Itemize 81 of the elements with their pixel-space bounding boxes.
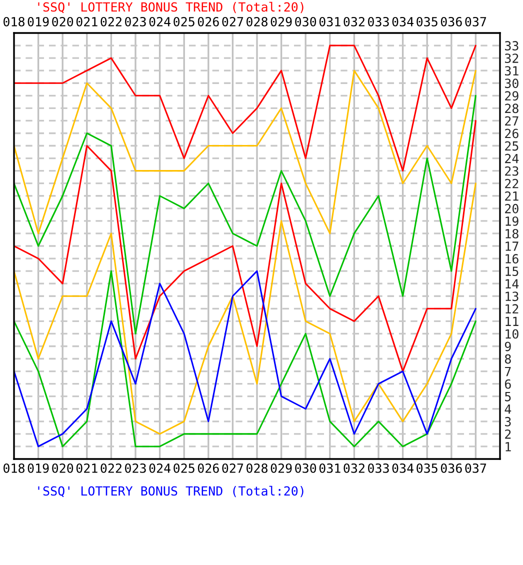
y-tick-label: 33 [505, 41, 518, 50]
y-tick-label: 29 [505, 91, 518, 101]
category-label: 019 [28, 16, 49, 26]
text: 'SSQ' LOTTERY BONUS TREND (Total:20) [38, 486, 304, 498]
y-tick-label: 12 [506, 304, 518, 314]
category-label: 026 [198, 16, 219, 26]
y-tick-label: 8 [504, 354, 511, 364]
y-tick-label: 10 [506, 329, 518, 339]
x-tick-label: 037 [465, 463, 486, 473]
y-tick-label: 20 [505, 204, 518, 214]
y-tick-label: 32 [505, 54, 518, 64]
x-tick-label: 034 [392, 463, 414, 473]
category-label: 025 [174, 16, 194, 26]
y-tick-label: 28 [505, 104, 518, 114]
x-tick-label: 031 [319, 463, 340, 473]
x-tick-label: 023 [125, 463, 146, 473]
x-tick-label: 018 [4, 463, 24, 473]
x-tick-label: 030 [295, 463, 316, 473]
y-tick-label: 26 [505, 128, 518, 138]
category-label: 021 [76, 16, 98, 26]
x-tick-label: 026 [198, 463, 219, 473]
x-tick-label: 036 [440, 463, 462, 473]
x-tick-label: 020 [52, 463, 74, 473]
x-tick-label: 029 [270, 463, 292, 473]
y-tick-label: 15 [506, 266, 518, 276]
y-tick-label: 18 [506, 228, 518, 238]
y-tick-label: 31 [505, 66, 518, 76]
category-label: 035 [416, 16, 438, 26]
category-label: 022 [100, 16, 122, 26]
y-tick-label: 25 [505, 141, 518, 151]
x-tick-label: 024 [149, 463, 170, 473]
y-tick-label: 22 [505, 178, 518, 188]
x-tick-label: 035 [416, 463, 438, 473]
y-tick-label: 7 [505, 366, 511, 376]
category-label: 031 [319, 16, 340, 26]
category-label: 034 [392, 16, 414, 26]
category-label: 028 [246, 16, 268, 26]
y-tick-label: 30 [505, 78, 518, 88]
category-label: 024 [149, 16, 170, 26]
x-tick-label: 021 [76, 463, 98, 473]
y-tick-label: 21 [505, 191, 518, 201]
line-series [14, 120, 476, 372]
y-tick-label: 6 [504, 379, 511, 389]
y-tick-label: 23 [505, 166, 518, 176]
category-label: 037 [465, 16, 486, 26]
x-tick-label: 019 [28, 463, 49, 473]
y-tick-label: 1 [506, 442, 511, 452]
line-series [14, 182, 476, 435]
category-label: 027 [222, 16, 244, 26]
y-tick-label: 27 [505, 116, 518, 126]
x-tick-label: 027 [222, 463, 244, 473]
y-tick-label: 19 [506, 216, 518, 226]
x-tick-label: 028 [246, 463, 268, 473]
x-tick-label: 025 [174, 463, 194, 473]
x-tick-label: 033 [368, 463, 389, 473]
category-label: 018 [4, 16, 24, 26]
y-tick-label: 4 [504, 404, 512, 414]
line-series [14, 70, 476, 234]
category-label: 023 [125, 16, 146, 26]
y-tick-label: 9 [504, 342, 511, 352]
line-series [14, 94, 476, 334]
category-label: 020 [52, 16, 74, 26]
y-tick-label: 11 [506, 316, 518, 326]
x-tick-label: 022 [100, 463, 122, 473]
y-tick-label: 17 [506, 242, 518, 251]
category-label: 036 [440, 16, 462, 26]
chart-title: 'SSQ' LOTTERY BONUS TREND (Total:20) [38, 2, 304, 14]
y-tick-label: 2 [505, 429, 511, 439]
line-series [14, 270, 476, 448]
category-label: 032 [344, 16, 364, 26]
y-tick-label: 13 [506, 292, 518, 302]
line-series [14, 44, 476, 172]
y-tick-label: 24 [505, 154, 519, 164]
y-tick-label: 16 [506, 254, 518, 264]
y-tick-label: 3 [505, 416, 511, 426]
y-tick-label: 14 [506, 279, 519, 288]
y-tick-label: 5 [505, 392, 511, 402]
category-label: 033 [368, 16, 389, 26]
x-tick-label: 032 [344, 463, 364, 473]
category-label: 029 [270, 16, 292, 26]
category-label: 030 [295, 16, 316, 26]
